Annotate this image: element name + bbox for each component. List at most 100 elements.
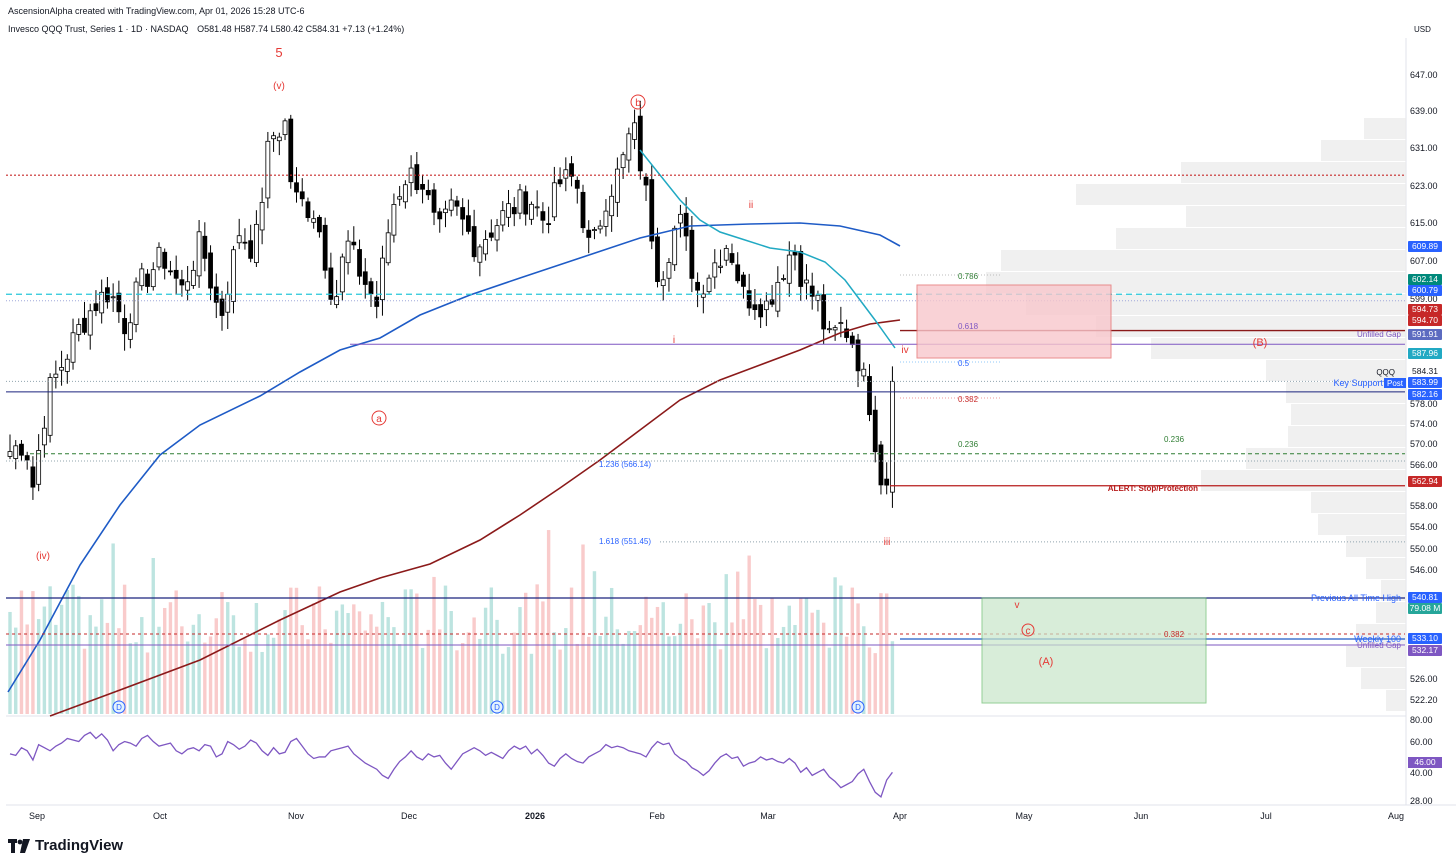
candle-body [592, 229, 597, 232]
candle-body [420, 184, 425, 190]
candle-body [494, 225, 500, 241]
price-tag-value: 600.79 [1412, 285, 1438, 295]
candle-body [798, 251, 804, 287]
volume-bar [839, 585, 843, 714]
volume-bar [793, 625, 797, 714]
volume-bar [340, 604, 345, 714]
candle-body [208, 252, 213, 289]
candle-body [311, 218, 317, 223]
volume-bar [552, 632, 557, 714]
volume-bar [300, 625, 304, 714]
candle-body [506, 203, 511, 218]
price-axis-tick: 526.00 [1410, 674, 1438, 684]
volume-profile-bar [1346, 536, 1406, 557]
dividend-marker-label: D [494, 703, 500, 712]
volume-bar [621, 643, 625, 714]
volume-bar [254, 603, 259, 714]
volume-bar [380, 601, 385, 714]
price-tag-bg [1408, 592, 1442, 603]
volume-bar [71, 584, 75, 714]
price-tag-value: 532.17 [1412, 645, 1438, 655]
ma-200-red-line [49, 319, 901, 717]
candle-body [116, 292, 122, 313]
candle-body [597, 225, 603, 230]
volume-bar [48, 586, 52, 714]
candle-body [414, 164, 420, 191]
price-axis-tick: 647.00 [1410, 70, 1438, 80]
volume-bar [512, 632, 516, 714]
volume-bar [862, 626, 866, 714]
time-axis-label: Sep [29, 811, 45, 821]
candle-body [861, 368, 867, 377]
candle-body [804, 279, 809, 284]
volume-bar [185, 641, 190, 714]
volume-bar [415, 593, 419, 714]
rsi-last-tag-bg [1408, 757, 1442, 768]
volume-bar [770, 598, 774, 714]
volume-bar [718, 649, 723, 714]
attribution-text: AscensionAlpha created with TradingView.… [8, 6, 305, 16]
candle-body [82, 317, 87, 333]
volume-bar [701, 605, 706, 714]
volume-bar [604, 616, 608, 714]
price-tag-value: 562.94 [1412, 476, 1438, 486]
volume-bar [283, 610, 287, 714]
volume-bar [82, 648, 87, 714]
price-tag-bg [1408, 348, 1442, 359]
candle-body [603, 210, 609, 227]
price-axis-tick: 599.00 [1410, 294, 1438, 304]
dividend-marker-label: D [116, 703, 122, 712]
price-tag-bg [1408, 389, 1442, 400]
volume-profile-bar [1386, 690, 1406, 711]
candle-body [385, 232, 391, 264]
volume-bar [449, 611, 453, 714]
time-axis-label: Feb [649, 811, 665, 821]
volume-bar [884, 593, 889, 714]
volume-bar [243, 638, 247, 714]
price-axis-tick: 578.00 [1410, 399, 1438, 409]
candle-body [655, 236, 660, 282]
price-tag-bg [1408, 304, 1442, 315]
volume-bar [151, 557, 155, 714]
currency-label[interactable]: USD [1414, 25, 1431, 34]
volume-bar [168, 602, 173, 714]
candle-body [855, 339, 861, 372]
candle-body [792, 251, 798, 256]
candle-body [700, 293, 706, 298]
candle-body [465, 215, 471, 232]
candle-body [362, 271, 368, 285]
candle-body [357, 249, 362, 277]
key-support-label: Key Support [1333, 378, 1383, 388]
candle-body [723, 248, 729, 261]
volume-bar [42, 606, 47, 714]
price-tag-bg [1408, 603, 1442, 614]
fib-label-05: 0.5 [958, 359, 970, 368]
price-tag-bg [1408, 329, 1442, 340]
candle-body [317, 216, 322, 233]
candle-body [832, 327, 838, 331]
candle-body [19, 443, 24, 456]
green-level-label-0236: 0.236 [1164, 435, 1185, 444]
volume-bar [25, 624, 29, 714]
volume-bar [632, 631, 637, 714]
tradingview-logo[interactable]: TradingView [8, 837, 123, 854]
volume-bar [220, 592, 224, 714]
volume-profile-bar [1381, 580, 1406, 601]
price-axis-tick: 546.00 [1410, 565, 1438, 575]
price-tag-value: 79.08 M [1410, 603, 1441, 613]
candle-body [637, 115, 643, 172]
candle-body [849, 335, 855, 346]
volume-bar [438, 629, 442, 714]
volume-bar [203, 642, 207, 714]
candle-body [127, 322, 133, 340]
volume-bar [747, 555, 751, 714]
volume-bar [208, 636, 213, 714]
tradingview-brand-text: TradingView [35, 837, 124, 854]
candle-body [626, 133, 632, 161]
price-axis-tick: 631.00 [1410, 143, 1438, 153]
volume-bar [816, 609, 820, 714]
price-tag-bg [1408, 274, 1442, 285]
candle-body [683, 212, 689, 237]
